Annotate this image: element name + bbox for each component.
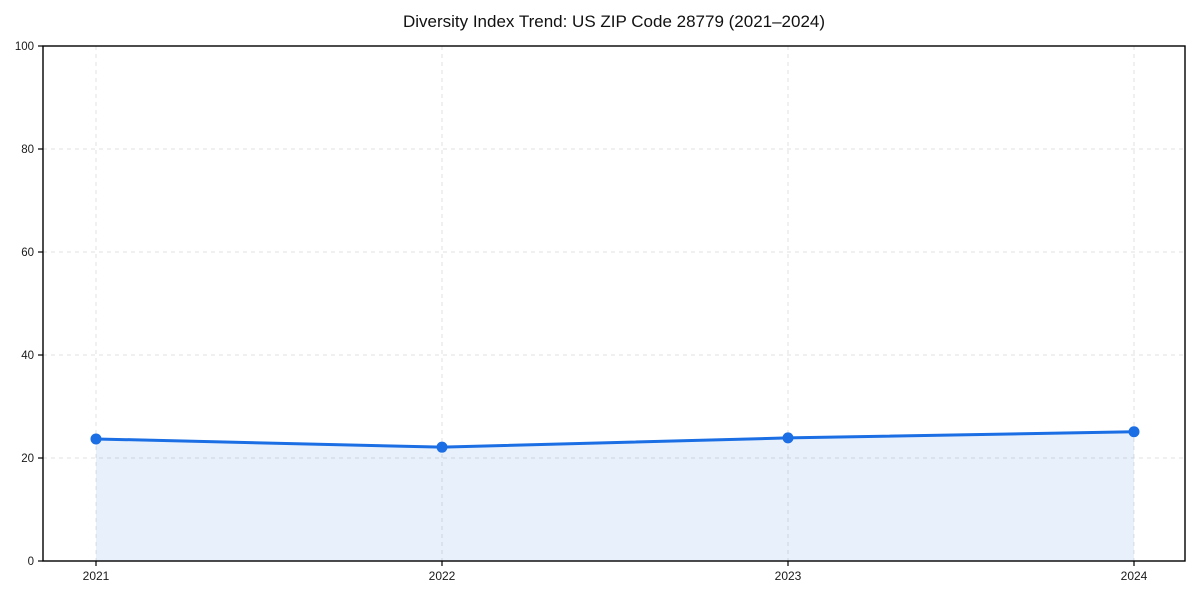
x-tick-label: 2023: [775, 569, 802, 583]
data-point: [436, 441, 448, 453]
data-point: [90, 433, 102, 445]
y-tick-label: 20: [21, 453, 34, 465]
area-fill: [96, 431, 1134, 561]
data-point: [1128, 426, 1140, 438]
plot-frame: [42, 45, 1186, 562]
y-tick-label: 60: [21, 247, 34, 259]
y-tick-label: 40: [21, 350, 34, 362]
x-tick-label: 2022: [429, 569, 456, 583]
plot-area: [43, 46, 1185, 561]
x-tick-label: 2021: [83, 569, 110, 583]
y-tick-label: 0: [28, 556, 34, 568]
data-point: [782, 432, 794, 444]
x-tick-label: 2024: [1121, 569, 1148, 583]
y-tick-label: 80: [21, 144, 34, 156]
y-tick-label: 100: [15, 41, 34, 53]
series-line: [94, 430, 1136, 449]
chart-title: Diversity Index Trend: US ZIP Code 28779…: [402, 12, 826, 31]
